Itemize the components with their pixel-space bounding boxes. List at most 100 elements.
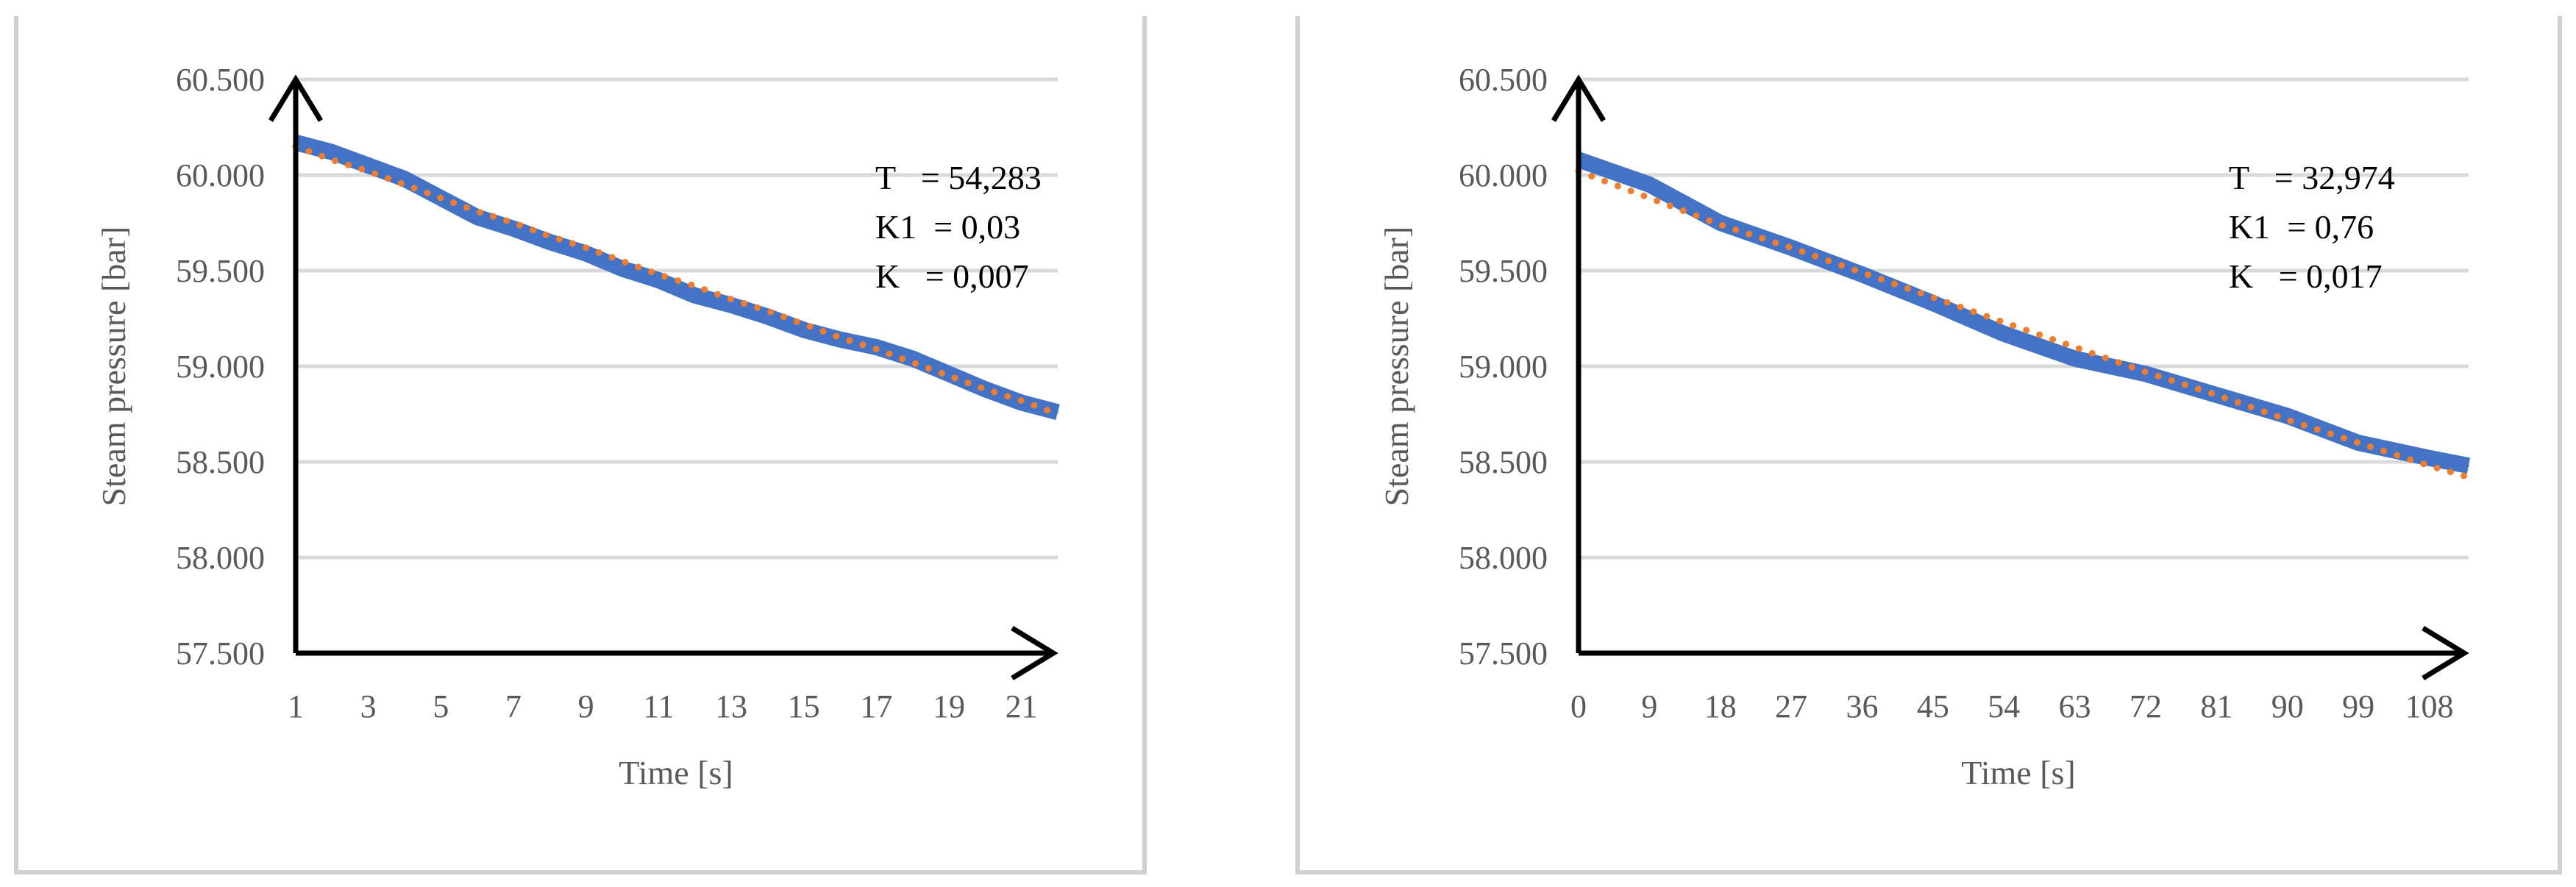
chart-right-model-point [1720, 224, 1721, 226]
chart-right-x-tick-label: 90 [2271, 688, 2304, 724]
chart-left-y-tick-label: 60.000 [176, 157, 265, 193]
chart-left-gridlines [296, 77, 1058, 560]
chart-left-measured-point [766, 316, 769, 318]
chart-right-annotation-k: K = 0,017 [2229, 257, 2383, 295]
chart-right-gridlines [1579, 77, 2469, 560]
chart-right-measured-point [1932, 302, 1934, 304]
chart-left-x-axis-title: Time [s] [619, 754, 733, 791]
chart-left-model-point [658, 274, 659, 275]
chart-left-y-axis-title: Steam pressure [bar] [95, 227, 132, 507]
chart-left-y-tick-label: 58.000 [176, 540, 265, 576]
chart-left-model-dotted-line [292, 143, 1061, 418]
chart-left-measured-point [694, 294, 696, 296]
chart-left-measured-point [367, 165, 369, 166]
chart-left-y-tick-label: 59.000 [176, 349, 265, 385]
chart-left-model-point [984, 388, 986, 390]
chart-left-measured-point [404, 178, 405, 180]
chart-left-series [292, 135, 1061, 421]
chart-left-measured-point [331, 151, 333, 153]
chart-left-model-point [766, 310, 768, 312]
chart-left-x-tick-label: 17 [860, 688, 892, 724]
chart-right-measured-point [2074, 357, 2076, 360]
chart-left-x-arrow-icon [1011, 626, 1058, 680]
chart-left-x-tick-label: 15 [788, 688, 820, 724]
chart-right-annotation-t: T = 32,974 [2229, 159, 2395, 196]
chart-right-y-tick-label: 59.500 [1459, 253, 1548, 289]
chart-left-model-point [513, 222, 514, 224]
chart-left-measured-point [585, 252, 587, 254]
chart-left-model-point [694, 285, 696, 287]
chart-right-measured-point [2428, 457, 2430, 459]
chart-left-annotation-k: K = 0,007 [875, 257, 1029, 295]
chart-right-y-axis-title: Steam pressure [bar] [1378, 227, 1415, 507]
chart-right-model-point [1648, 197, 1650, 199]
chart-right-model-dotted-line [1575, 168, 2472, 481]
chart-right-y-tick-label: 60.500 [1459, 62, 1548, 98]
chart-right-x-axis-title: Time [s] [1961, 754, 2076, 791]
chart-right-annotation-k1: K1 = 0,76 [2229, 208, 2374, 246]
chart-right-measured-point [2468, 465, 2469, 467]
chart-right-x-ticks: 0 9 18 27 36 45 54 63 72 81 90 99 108 [1570, 688, 2453, 724]
chart-left-y-tick-label: 57.500 [176, 635, 265, 672]
chart-right-measured-point [1648, 184, 1651, 185]
chart-right-y-ticks: 60.500 60.000 59.500 59.000 58.500 58.000 57.5… [1459, 62, 1548, 672]
chart-right-x-tick-label: 108 [2405, 688, 2453, 724]
chart-left-measured-point [476, 216, 478, 218]
chart-right-x-tick-label: 27 [1775, 688, 1807, 724]
chart-left-x-tick-label: 3 [360, 688, 377, 724]
chart-right-x-tick-label: 63 [2059, 688, 2091, 724]
chart-right-y-tick-label: 60.000 [1459, 157, 1548, 193]
chart-right-frame [1295, 16, 2562, 874]
chart-right-x-tick-label: 45 [1917, 688, 1949, 724]
chart-left-y-arrow-icon [268, 74, 323, 122]
chart-left-y-tick-label: 59.500 [176, 253, 265, 289]
chart-left-measured-point [911, 357, 914, 360]
chart-left-x-tick-label: 7 [505, 688, 522, 724]
chart-left-x-tick-label: 21 [1006, 688, 1038, 724]
chart-right-measured-line [1576, 152, 2471, 474]
chart-right-y-tick-label: 57.500 [1459, 635, 1548, 672]
chart-left-measured-point [1057, 411, 1058, 413]
chart-left-model-point [1021, 400, 1022, 402]
chart-left: 60.500 60.000 59.500 59.000 58.500 58.000 57.5… [14, 16, 1147, 874]
chart-right-model-point [2216, 394, 2217, 396]
chart-right-measured-point [2003, 332, 2005, 335]
chart-left-x-tick-label: 9 [578, 688, 594, 724]
chart-right-y-tick-label: 59.000 [1459, 349, 1548, 385]
chart-left-y-tick-label: 58.500 [176, 444, 265, 480]
chart-right-measured-point [2286, 415, 2288, 417]
chart-right-x-tick-label: 54 [1988, 688, 2020, 724]
chart-left-measured-point [622, 268, 623, 270]
chart-left-y-tick-label: 60.500 [176, 62, 265, 98]
chart-left-frame [14, 16, 1147, 874]
chart-left-model-point [622, 260, 623, 262]
chart-right-x-tick-label: 72 [2130, 688, 2162, 724]
chart-right-x-tick-label: 9 [1641, 688, 1657, 724]
chart-left-x-tick-label: 13 [715, 688, 747, 724]
chart-left-model-point [730, 299, 732, 300]
chart-right-model-point [2145, 371, 2146, 373]
chart-right-x-tick-label: 99 [2342, 688, 2374, 724]
chart-left-measured-point [730, 304, 732, 306]
chart-left-x-ticks: 1 3 5 7 9 11 13 15 17 19 21 [288, 688, 1038, 724]
chart-left-x-tick-label: 5 [433, 688, 449, 724]
chart-right-x-tick-label: 18 [1704, 688, 1737, 724]
chart-right-y-tick-label: 58.500 [1459, 444, 1548, 480]
chart-left-y-ticks: 60.500 60.000 59.500 59.000 58.500 58.000 57.5… [176, 62, 265, 672]
chart-left-x-tick-label: 19 [933, 688, 965, 724]
chart-right-model-point [2074, 346, 2076, 348]
chart-left-model-point [549, 235, 550, 237]
chart-right-y-tick-label: 58.000 [1459, 540, 1548, 576]
chart-right-model-point [1790, 247, 1792, 249]
chart-left-model-point [948, 375, 950, 377]
chart-right-series [1575, 152, 2472, 481]
chart-left-measured-point [549, 241, 551, 243]
chart-left-measured-point [513, 227, 514, 229]
chart-left-x-tick-label: 1 [288, 688, 304, 724]
chart-right-model-point [2358, 442, 2359, 444]
chart-right-y-arrow-icon [1551, 74, 1606, 122]
chart-right-x-arrow-icon [2422, 626, 2469, 680]
chart-right: 60.500 60.000 59.500 59.000 58.500 58.000 57.5… [1295, 16, 2562, 874]
chart-left-annotation-k1: K1 = 0,03 [875, 208, 1020, 246]
